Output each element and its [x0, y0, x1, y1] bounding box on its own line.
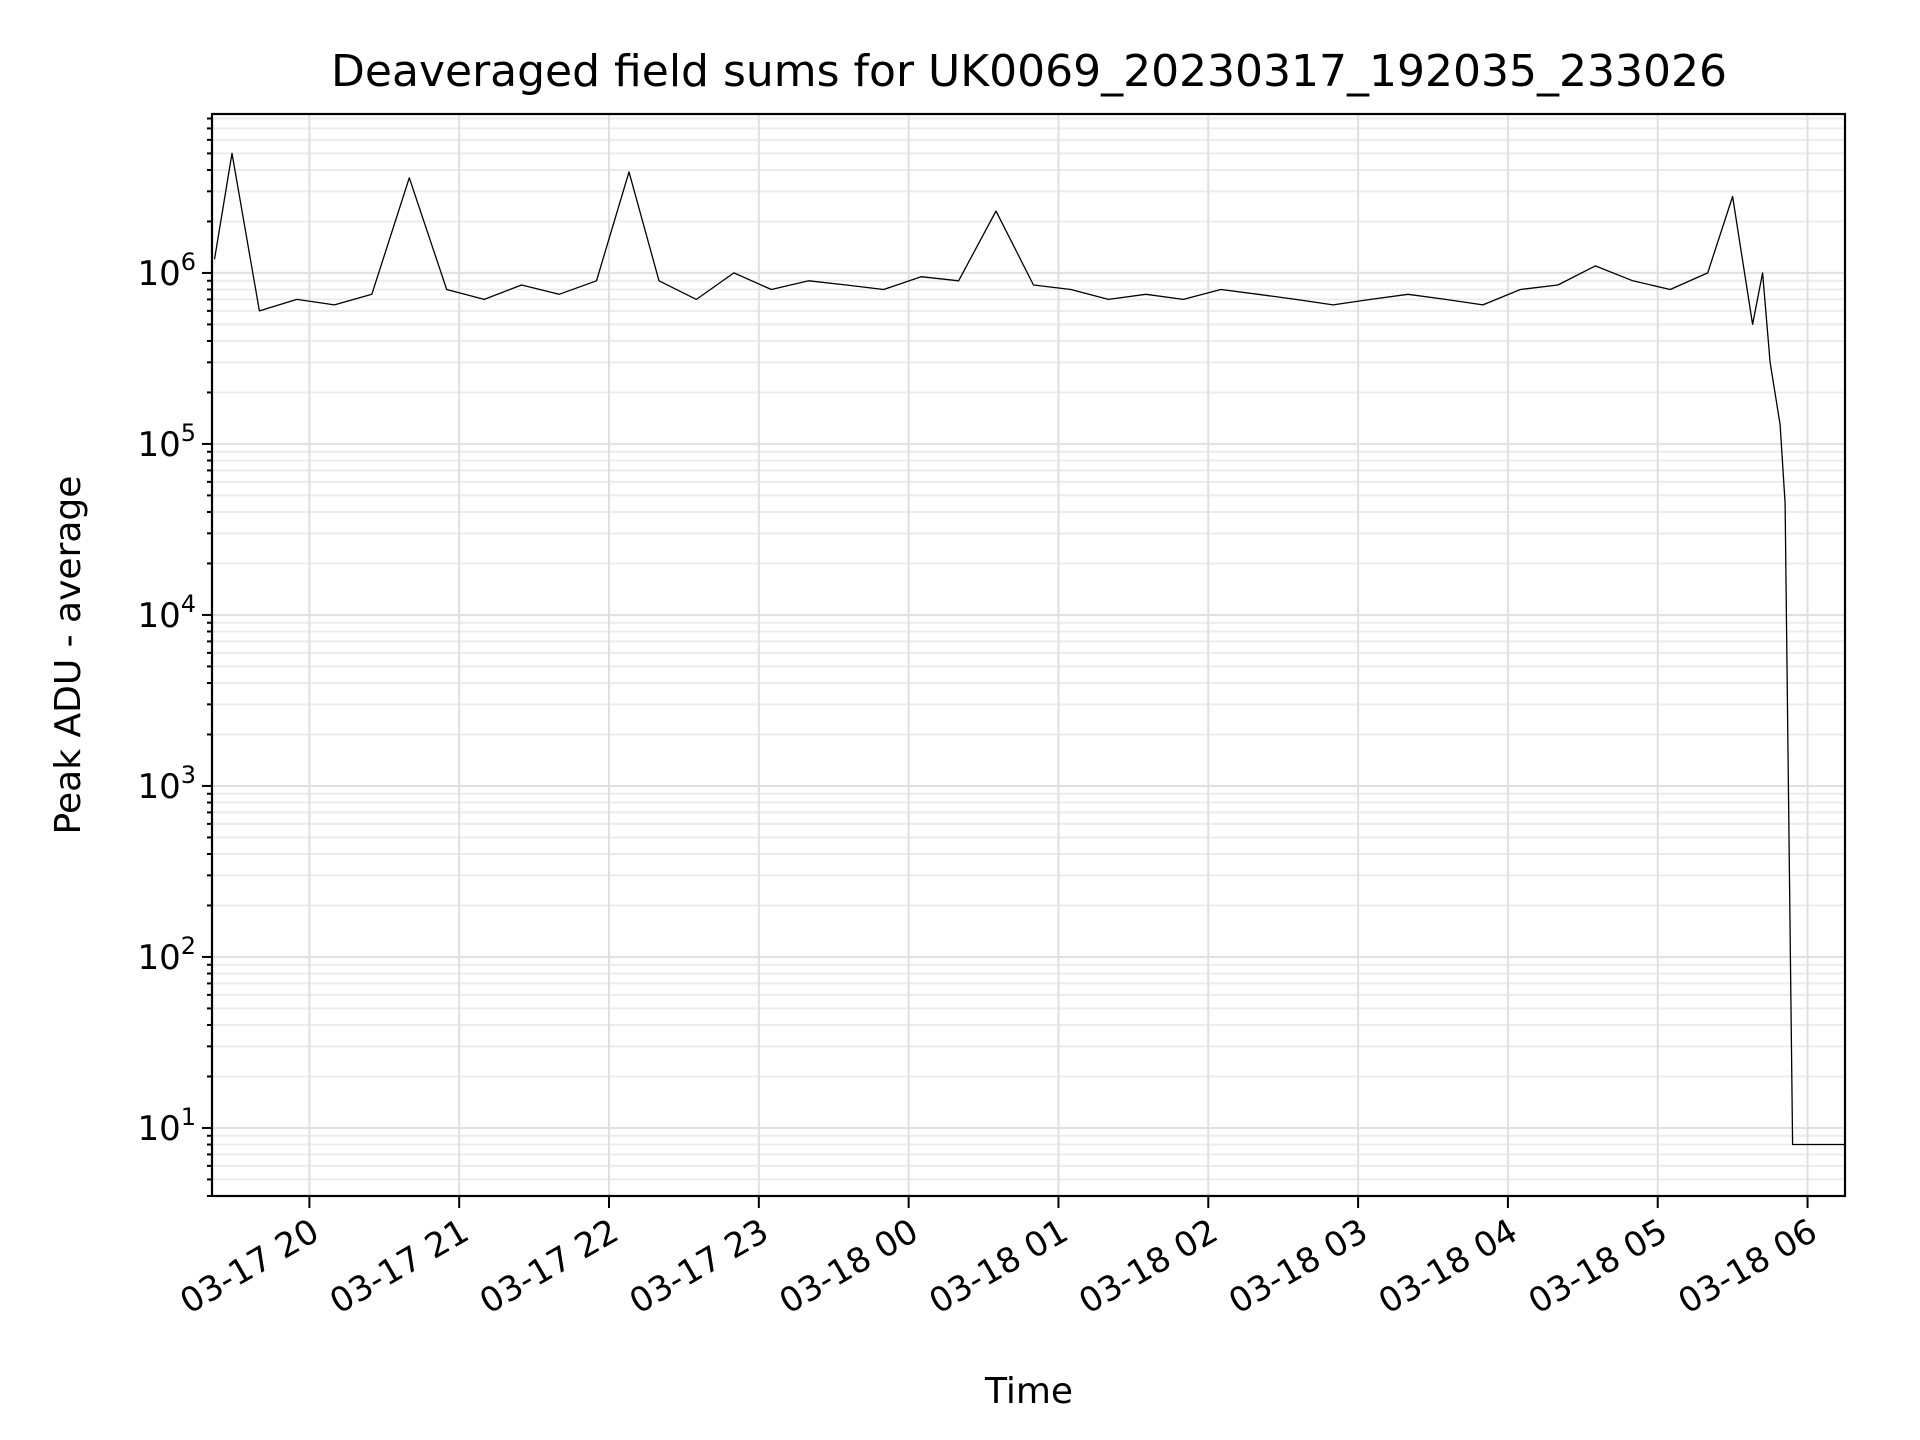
y-tick-label: 102: [137, 932, 196, 978]
x-tick-label: 03-18 01: [923, 1211, 1075, 1322]
x-tick-label: 03-18 05: [1522, 1211, 1674, 1322]
plot-frame: [210, 112, 1847, 1198]
x-tick-label: 03-18 03: [1222, 1211, 1374, 1322]
y-tick-label: 105: [137, 419, 196, 465]
y-tick-label: 101: [137, 1103, 196, 1149]
x-tick-label: 03-17 23: [623, 1211, 775, 1322]
x-tick-label: 03-17 20: [173, 1211, 325, 1322]
y-axis: 101 102 103 104 105 106: [137, 117, 212, 1197]
x-tick-label: 03-18 00: [773, 1211, 925, 1322]
x-tick-label: 03-18 06: [1672, 1211, 1824, 1322]
chart-title: Deaveraged field sums for UK0069_2023031…: [331, 46, 1727, 97]
y-tick-label: 103: [137, 761, 196, 807]
x-tick-label: 03-18 04: [1372, 1211, 1524, 1322]
x-tick-label: 03-17 22: [473, 1211, 625, 1322]
y-tick-label: 106: [137, 248, 196, 294]
x-tick-label: 03-18 02: [1072, 1211, 1224, 1322]
y-axis-label: Peak ADU - average: [48, 476, 89, 835]
x-axis-label: Time: [984, 1371, 1073, 1412]
y-tick-label: 104: [137, 590, 196, 636]
grid: [212, 114, 1845, 1197]
series-line: [213, 152, 1845, 1146]
x-tick-label: 03-17 21: [323, 1211, 475, 1322]
